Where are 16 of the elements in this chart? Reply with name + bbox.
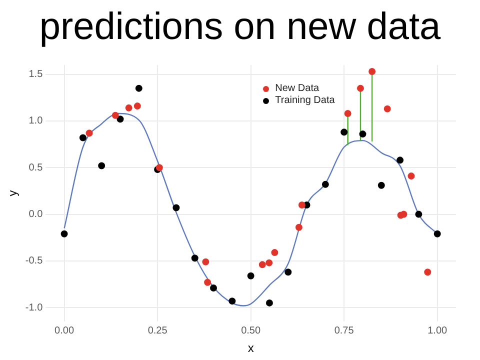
chart-title: predictions on new data (38, 5, 442, 50)
x-tick-label: 0.25 (148, 325, 168, 336)
y-axis-title: y (6, 190, 20, 196)
legend-label: Training Data (275, 95, 335, 107)
y-tick-label: 1.0 (28, 116, 44, 127)
x-axis-title: x (248, 341, 254, 356)
x-tick-label: 1.00 (428, 325, 448, 336)
y-tick-label: 0.5 (28, 162, 44, 174)
x-tick-label: 0.75 (334, 325, 354, 336)
y-tick-label: -0.5 (25, 256, 44, 267)
legend-label: New Data (275, 83, 320, 95)
x-tick-label: 0.00 (54, 325, 74, 336)
x-tick-label: 0.50 (241, 325, 261, 336)
y-tick-label: 0.0 (28, 209, 44, 220)
y-tick-label: 1.5 (28, 69, 44, 80)
y-tick-label: -1.0 (25, 302, 44, 314)
